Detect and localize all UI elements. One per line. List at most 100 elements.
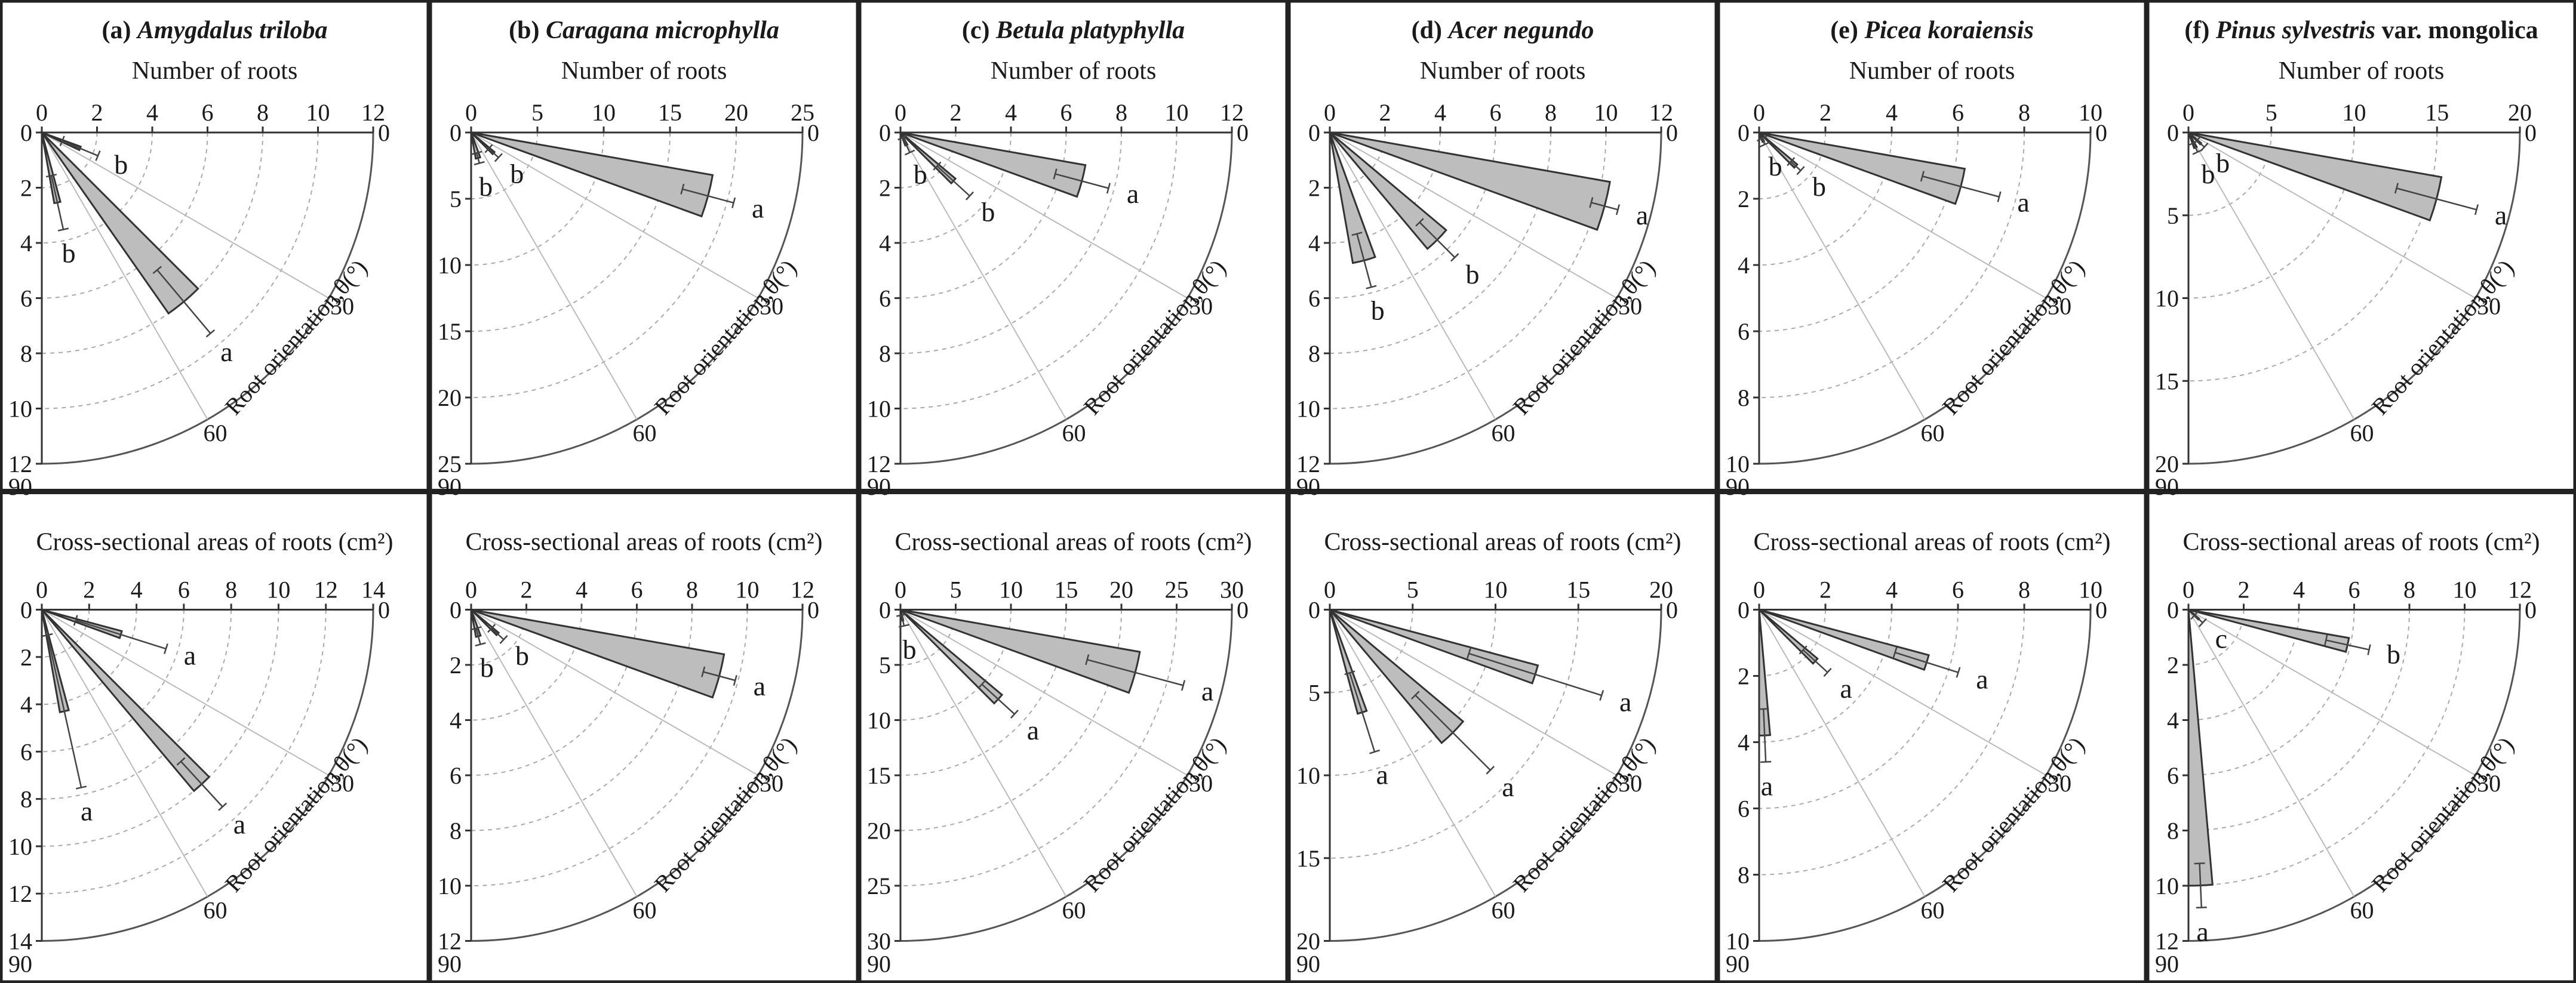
x-tick-label: 5 bbox=[2265, 99, 2277, 126]
y-tick-label: 4 bbox=[2167, 707, 2179, 734]
panel-title: (c) Betula platyphylla bbox=[962, 17, 1185, 44]
x-tick-label: 5 bbox=[531, 99, 543, 126]
error-cap bbox=[1920, 171, 1925, 182]
angle-tick-90: 90 bbox=[438, 951, 462, 978]
significance-letter: a bbox=[754, 671, 766, 701]
y-tick-label: 6 bbox=[20, 285, 32, 312]
error-cap bbox=[1369, 749, 1381, 754]
x-tick-label: 10 bbox=[999, 577, 1023, 603]
y-tick-label: 6 bbox=[1738, 796, 1750, 822]
error-cap bbox=[205, 329, 216, 338]
significance-letter: a bbox=[1976, 664, 1988, 694]
error-cap bbox=[1757, 135, 1767, 141]
angle-tick-30: 30 bbox=[2048, 293, 2071, 320]
sector-bar-0 bbox=[471, 131, 714, 218]
y-tick-label: 10 bbox=[8, 396, 32, 423]
y-tick-label: 6 bbox=[879, 285, 891, 312]
significance-letter: b bbox=[981, 197, 995, 227]
species-name: Caragana microphylla bbox=[546, 17, 779, 44]
angle-tick-90: 90 bbox=[867, 473, 891, 500]
y-tick-label: 10 bbox=[1296, 762, 1320, 789]
angle-tick-60: 60 bbox=[1062, 897, 1086, 924]
grid-arc bbox=[2188, 609, 2410, 831]
panel-frame bbox=[2146, 491, 2576, 983]
angle-tick-30: 30 bbox=[760, 293, 783, 320]
y-tick-label: 2 bbox=[1738, 186, 1750, 212]
y-tick-label: 10 bbox=[8, 833, 32, 860]
significance-letter: b bbox=[2387, 639, 2400, 670]
y-tick-label: 4 bbox=[20, 230, 32, 257]
angle-tick-60: 60 bbox=[2350, 897, 2374, 924]
error-bar bbox=[981, 683, 1015, 715]
grid-arc bbox=[471, 132, 538, 199]
x-tick-label: 0 bbox=[1753, 99, 1765, 126]
angle-tick-0: 0 bbox=[807, 597, 819, 624]
grid-arc bbox=[1759, 132, 1892, 266]
x-tick-label: 25 bbox=[791, 99, 814, 126]
x-tick-label: 20 bbox=[724, 99, 748, 126]
y-tick-label: 4 bbox=[1738, 729, 1750, 756]
error-bar bbox=[47, 634, 82, 788]
significance-letter: a bbox=[752, 193, 764, 224]
error-cap bbox=[484, 144, 493, 153]
y-tick-label: 0 bbox=[1308, 119, 1320, 146]
grid-arc bbox=[1329, 132, 1607, 409]
significance-letter: a bbox=[81, 796, 93, 827]
spoke-60 bbox=[1759, 609, 1926, 897]
error-cap bbox=[218, 802, 228, 811]
y-tick-label: 10 bbox=[2155, 873, 2179, 899]
axis-title: Cross-sectional areas of roots (cm²) bbox=[894, 529, 1252, 556]
y-tick-label: 10 bbox=[867, 396, 891, 423]
axis-title: Cross-sectional areas of roots (cm²) bbox=[1753, 529, 2110, 556]
x-tick-label: 4 bbox=[576, 577, 588, 603]
angle-tick-90: 90 bbox=[1726, 473, 1750, 500]
grid-arc bbox=[471, 132, 804, 465]
panel-frame bbox=[858, 491, 1289, 983]
y-tick-label: 15 bbox=[438, 318, 462, 345]
species-name: Betula platyphylla bbox=[995, 17, 1185, 44]
grid-arc bbox=[41, 132, 319, 409]
significance-letter: a bbox=[1619, 687, 1631, 717]
error-bar bbox=[1419, 221, 1456, 258]
significance-letter: b bbox=[1769, 151, 1782, 181]
error-bar bbox=[902, 137, 911, 153]
panel-letter: (f) bbox=[2184, 17, 2215, 44]
angle-tick-0: 0 bbox=[2095, 119, 2107, 146]
significance-letter: a bbox=[1027, 715, 1039, 745]
y-tick-label: 8 bbox=[1308, 340, 1320, 367]
error-cap bbox=[965, 191, 974, 201]
angle-tick-0: 0 bbox=[807, 119, 819, 146]
grid-arc bbox=[471, 609, 804, 942]
error-bar bbox=[1895, 652, 1959, 673]
y-tick-label: 10 bbox=[438, 252, 462, 279]
x-tick-label: 4 bbox=[1434, 99, 1446, 126]
significance-letter: a bbox=[1376, 760, 1388, 790]
y-tick-label: 8 bbox=[1738, 384, 1750, 411]
angle-tick-90: 90 bbox=[867, 951, 891, 978]
x-tick-label: 25 bbox=[1165, 577, 1189, 603]
x-tick-label: 2 bbox=[91, 99, 103, 126]
y-tick-label: 12 bbox=[8, 451, 32, 477]
error-cap bbox=[898, 624, 910, 628]
panel-letter: (b) bbox=[509, 17, 546, 44]
y-tick-label: 4 bbox=[1738, 252, 1750, 279]
x-tick-label: 15 bbox=[2425, 99, 2449, 126]
error-bar bbox=[488, 148, 499, 158]
panel-1-2: Cross-sectional areas of roots (cm²)0055… bbox=[858, 491, 1289, 983]
y-tick-label: 2 bbox=[1738, 663, 1750, 690]
grid-arc bbox=[41, 132, 263, 354]
panel-letter: (d) bbox=[1412, 17, 1449, 44]
angle-tick-60: 60 bbox=[204, 420, 228, 446]
error-cap bbox=[95, 150, 101, 161]
y-tick-label: 25 bbox=[867, 873, 891, 899]
grid-arc bbox=[1759, 132, 2092, 465]
error-bar bbox=[2193, 143, 2199, 153]
y-tick-label: 12 bbox=[1296, 451, 1320, 477]
significance-letter: c bbox=[2215, 624, 2227, 654]
error-cap bbox=[1823, 668, 1832, 677]
error-cap bbox=[2394, 183, 2399, 194]
sector-bar-2 bbox=[2187, 609, 2214, 887]
error-bar bbox=[900, 615, 905, 626]
y-tick-label: 15 bbox=[867, 762, 891, 789]
